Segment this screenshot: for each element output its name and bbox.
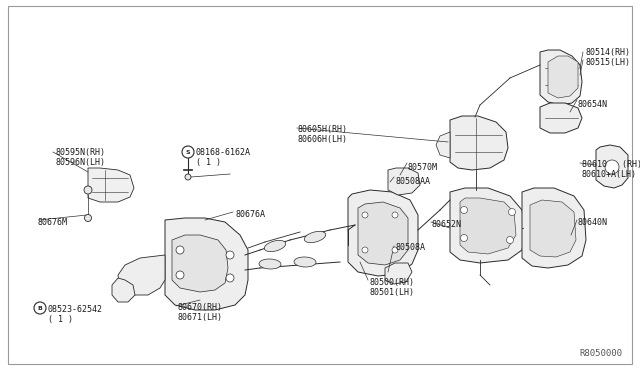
Polygon shape xyxy=(348,190,418,276)
Text: B: B xyxy=(38,305,42,311)
Text: 80640N: 80640N xyxy=(578,218,608,227)
Polygon shape xyxy=(165,218,248,310)
Circle shape xyxy=(182,146,194,158)
Polygon shape xyxy=(436,132,450,158)
Polygon shape xyxy=(450,188,525,263)
Circle shape xyxy=(84,186,92,194)
Ellipse shape xyxy=(264,240,285,251)
Text: 08523-62542
( 1 ): 08523-62542 ( 1 ) xyxy=(48,305,103,324)
Circle shape xyxy=(34,302,46,314)
Polygon shape xyxy=(112,278,135,302)
Ellipse shape xyxy=(304,231,326,243)
Circle shape xyxy=(362,247,368,253)
Circle shape xyxy=(176,246,184,254)
Polygon shape xyxy=(88,168,134,202)
Text: 80652N: 80652N xyxy=(432,220,462,229)
Text: 80676A: 80676A xyxy=(235,210,265,219)
Ellipse shape xyxy=(259,259,281,269)
Polygon shape xyxy=(530,200,576,257)
Text: 80671(LH): 80671(LH) xyxy=(178,313,223,322)
Text: 80670(RH): 80670(RH) xyxy=(178,303,223,312)
Text: 80501(LH): 80501(LH) xyxy=(370,288,415,297)
Circle shape xyxy=(392,247,398,253)
Ellipse shape xyxy=(294,257,316,267)
Text: R8050000: R8050000 xyxy=(579,349,622,358)
Circle shape xyxy=(176,271,184,279)
Polygon shape xyxy=(172,235,228,292)
Circle shape xyxy=(461,234,467,241)
Text: 80508AA: 80508AA xyxy=(395,177,430,186)
Text: 80605H(RH): 80605H(RH) xyxy=(298,125,348,134)
Polygon shape xyxy=(548,56,578,98)
Text: 80595N(RH): 80595N(RH) xyxy=(55,148,105,157)
Text: 80610+A(LH): 80610+A(LH) xyxy=(582,170,637,179)
Circle shape xyxy=(226,274,234,282)
Polygon shape xyxy=(118,255,165,295)
Text: 80500(RH): 80500(RH) xyxy=(370,278,415,287)
Circle shape xyxy=(509,208,515,215)
Text: 80570M: 80570M xyxy=(408,163,438,172)
Circle shape xyxy=(605,160,619,174)
Text: 80596N(LH): 80596N(LH) xyxy=(55,158,105,167)
Text: 80606H(LH): 80606H(LH) xyxy=(298,135,348,144)
Text: 80515(LH): 80515(LH) xyxy=(585,58,630,67)
Circle shape xyxy=(461,206,467,214)
Polygon shape xyxy=(385,263,412,284)
Polygon shape xyxy=(596,145,628,188)
Text: 80676M: 80676M xyxy=(38,218,68,227)
Text: 80654N: 80654N xyxy=(578,100,608,109)
Polygon shape xyxy=(388,168,420,195)
Polygon shape xyxy=(450,116,508,170)
Circle shape xyxy=(392,212,398,218)
Text: 80508A: 80508A xyxy=(395,243,425,252)
Circle shape xyxy=(84,215,92,221)
Circle shape xyxy=(362,212,368,218)
Text: 80514(RH): 80514(RH) xyxy=(585,48,630,57)
Polygon shape xyxy=(540,50,582,105)
Polygon shape xyxy=(358,202,408,265)
Circle shape xyxy=(185,174,191,180)
Polygon shape xyxy=(522,188,586,268)
Circle shape xyxy=(506,237,513,244)
Text: S: S xyxy=(186,150,190,154)
Polygon shape xyxy=(460,198,516,254)
Circle shape xyxy=(226,251,234,259)
Text: 80610   (RH): 80610 (RH) xyxy=(582,160,640,169)
Text: 08168-6162A
( 1 ): 08168-6162A ( 1 ) xyxy=(196,148,251,167)
Polygon shape xyxy=(540,103,582,133)
